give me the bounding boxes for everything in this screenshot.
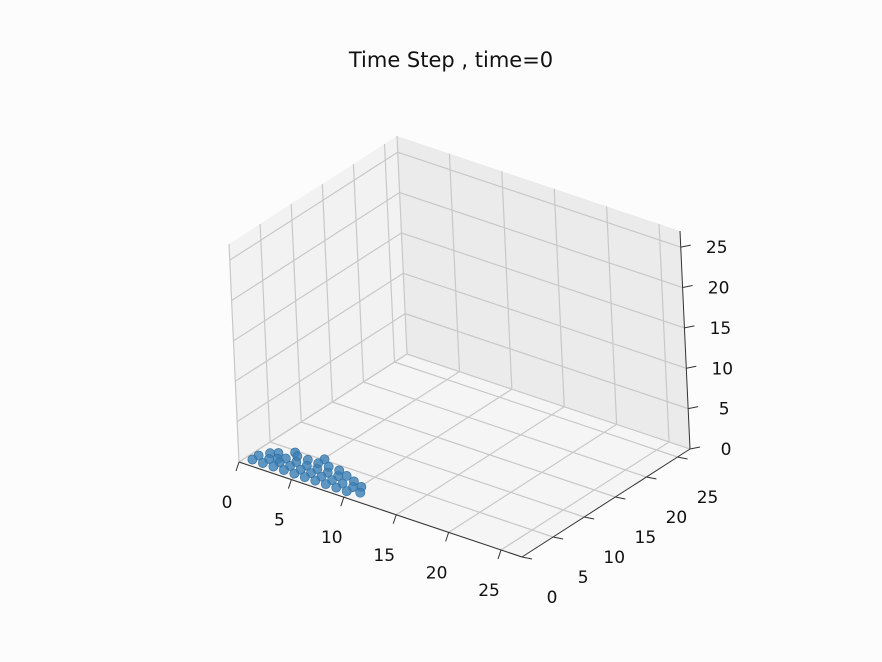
y-tick-mark	[521, 556, 533, 560]
scatter-point	[341, 486, 352, 496]
z-tick-mark	[689, 446, 701, 450]
y-tick-label: 15	[635, 528, 657, 548]
scatter-point	[320, 479, 331, 489]
axis-lines	[238, 230, 691, 558]
x-tick-mark	[287, 479, 292, 489]
scatter-point	[299, 472, 310, 482]
x-tick-mark	[445, 532, 450, 542]
x-tick-mark	[392, 514, 397, 524]
grid-y-floor	[301, 421, 585, 518]
scatter-point	[268, 461, 279, 472]
grid-y-floor	[332, 401, 616, 498]
grid-z-left	[229, 151, 399, 261]
grid-lines	[228, 135, 691, 558]
grid-x-back	[658, 223, 670, 442]
grid-z-left	[238, 353, 408, 463]
z-axis-line	[679, 230, 691, 450]
z-tick-mark	[688, 406, 699, 410]
grid-x-floor	[343, 388, 513, 498]
grid-y-left	[352, 163, 365, 383]
x-tick-label: 5	[274, 511, 285, 531]
z-tick-label: 0	[721, 440, 732, 460]
grid-x-back	[448, 153, 461, 372]
z-tick-mark	[684, 325, 695, 329]
chart-title: Time Step , time=0	[348, 48, 553, 72]
grid-z-back	[399, 191, 683, 289]
y-tick-mark	[553, 536, 564, 540]
floor-pane	[239, 354, 690, 557]
scatter-point	[289, 468, 300, 479]
grid-y-floor	[394, 361, 678, 458]
grid-x-back	[553, 188, 565, 407]
grid-y-left	[259, 223, 271, 443]
grid-x-floor	[395, 406, 565, 516]
x-tick-mark	[497, 549, 502, 560]
z-tick-label: 15	[710, 319, 732, 339]
scatter-point	[247, 454, 258, 465]
scatter-points	[247, 447, 367, 498]
grid-y-left	[290, 203, 302, 423]
x-axis-line	[238, 461, 523, 558]
grid-x-back	[501, 171, 513, 390]
grid-x-back	[606, 206, 618, 425]
grid-z-left	[233, 232, 402, 342]
x-tick-label: 25	[478, 581, 500, 601]
grid-x-floor	[448, 423, 617, 533]
x-tick-label: 10	[321, 528, 343, 548]
grid-z-left	[231, 192, 400, 302]
axis-panes	[229, 136, 690, 557]
scatter-point	[278, 465, 289, 475]
left-pane	[229, 136, 407, 462]
z-tick-label: 5	[719, 400, 730, 420]
y-tick-label: 0	[547, 588, 558, 608]
y-tick-label: 5	[578, 568, 589, 588]
scatter-point	[331, 482, 342, 493]
scatter-point	[355, 487, 366, 498]
x-tick-mark	[340, 497, 345, 507]
y-tick-mark	[646, 476, 657, 480]
z-tick-mark	[680, 244, 691, 248]
x-tick-label: 0	[222, 493, 233, 513]
grid-y-left	[228, 243, 240, 463]
grid-x-back	[396, 135, 408, 355]
grid-y-floor	[363, 381, 647, 478]
grid-y-floor	[269, 441, 554, 538]
back-pane	[397, 136, 690, 449]
x-tick-label: 20	[426, 563, 448, 583]
grid-y-left	[321, 183, 333, 403]
grid-z-back	[401, 232, 685, 329]
grid-z-back	[397, 151, 681, 248]
z-tick-label: 10	[711, 359, 733, 379]
grid-z-back	[404, 313, 689, 410]
grid-z-left	[236, 313, 406, 423]
y-tick-label: 10	[603, 548, 625, 568]
x-tick-label: 15	[373, 546, 395, 566]
y-tick-mark	[677, 456, 688, 460]
scatter-point	[310, 475, 321, 486]
x-tick-mark	[235, 461, 240, 472]
scatter-point	[257, 458, 268, 468]
grid-z-back	[406, 353, 691, 450]
z-tick-label: 25	[706, 238, 728, 258]
grid-z-back	[403, 272, 687, 369]
z-tick-mark	[682, 285, 693, 289]
y-axis-line	[521, 448, 691, 558]
y-tick-mark	[615, 496, 626, 500]
z-tick-label: 20	[708, 279, 730, 299]
grid-y-left	[383, 143, 396, 363]
y-tick-label: 20	[666, 508, 688, 528]
y-tick-label: 25	[697, 488, 719, 508]
grid-z-left	[234, 272, 404, 382]
z-tick-mark	[686, 365, 697, 369]
grid-x-floor	[500, 441, 670, 551]
y-tick-mark	[584, 516, 595, 520]
